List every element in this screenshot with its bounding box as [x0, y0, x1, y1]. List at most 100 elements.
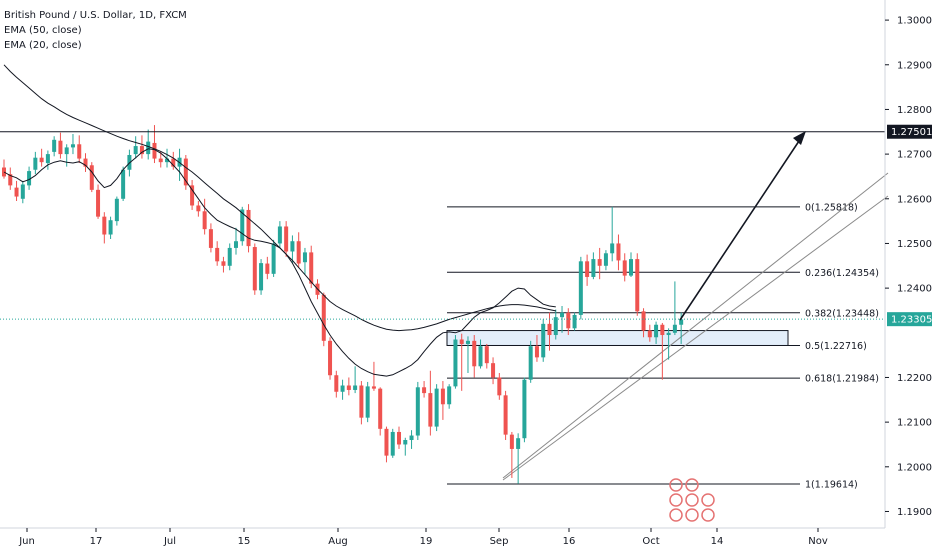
candle[interactable] — [202, 198, 207, 235]
candle[interactable] — [133, 136, 138, 159]
candle[interactable] — [196, 201, 201, 217]
candle[interactable] — [340, 379, 345, 400]
candle[interactable] — [472, 335, 477, 378]
candle[interactable] — [528, 340, 533, 383]
candle[interactable] — [578, 256, 583, 320]
candle[interactable] — [177, 148, 182, 181]
candle[interactable] — [647, 324, 652, 342]
candle[interactable] — [541, 319, 546, 362]
projection-arrow[interactable] — [679, 134, 804, 321]
candle[interactable] — [309, 245, 314, 289]
candle[interactable] — [321, 292, 326, 347]
candle[interactable] — [33, 151, 38, 175]
candle[interactable] — [434, 384, 439, 432]
candle[interactable] — [284, 221, 289, 257]
candle[interactable] — [629, 252, 633, 277]
candle[interactable] — [384, 426, 389, 463]
candle[interactable] — [478, 339, 483, 369]
support-zone[interactable] — [446, 330, 789, 346]
candle[interactable] — [259, 259, 264, 295]
candle[interactable] — [672, 281, 677, 336]
candle[interactable] — [522, 377, 527, 443]
candle[interactable] — [89, 162, 94, 193]
candle[interactable] — [158, 151, 163, 168]
candle[interactable] — [70, 134, 75, 155]
candle[interactable] — [328, 337, 333, 380]
candle[interactable] — [346, 377, 351, 396]
candle[interactable] — [221, 256, 226, 273]
candle[interactable] — [666, 328, 671, 360]
candle[interactable] — [397, 426, 402, 449]
candle[interactable] — [371, 361, 376, 391]
candle[interactable] — [428, 370, 433, 436]
candle[interactable] — [491, 357, 496, 385]
candle[interactable] — [171, 151, 176, 170]
candle[interactable] — [208, 223, 213, 253]
channel-upper-line[interactable] — [502, 172, 889, 479]
candle[interactable] — [353, 366, 358, 394]
candle[interactable] — [45, 150, 50, 170]
candle[interactable] — [14, 180, 19, 202]
candle[interactable] — [534, 335, 539, 362]
candle[interactable] — [334, 370, 339, 398]
candle[interactable] — [516, 433, 521, 484]
candle[interactable] — [422, 381, 427, 398]
candle[interactable] — [641, 308, 646, 338]
candle[interactable] — [77, 135, 82, 164]
candle[interactable] — [390, 428, 395, 458]
candle[interactable] — [635, 253, 640, 316]
candle[interactable] — [359, 381, 364, 425]
candle[interactable] — [660, 322, 665, 380]
candle[interactable] — [566, 308, 571, 336]
candle[interactable] — [378, 387, 383, 436]
candle[interactable] — [302, 247, 307, 275]
candle[interactable] — [146, 129, 151, 160]
candle[interactable] — [447, 384, 452, 409]
candle[interactable] — [227, 243, 232, 271]
candle[interactable] — [215, 241, 220, 266]
candle[interactable] — [252, 243, 257, 295]
candle[interactable] — [597, 247, 602, 280]
candle[interactable] — [277, 221, 282, 248]
candle[interactable] — [585, 254, 590, 286]
candle[interactable] — [440, 381, 445, 420]
candle[interactable] — [591, 252, 596, 280]
candle[interactable] — [190, 180, 195, 210]
candle[interactable] — [121, 166, 126, 202]
time-axis[interactable]: Jun 17 Jul 15 Aug 19 Sep 16 Oct 14 Nov — [18, 528, 828, 547]
candle[interactable] — [2, 159, 6, 179]
candle[interactable] — [83, 153, 88, 172]
candle[interactable] — [102, 212, 107, 244]
candle[interactable] — [96, 184, 101, 219]
candle[interactable] — [415, 381, 420, 440]
candle[interactable] — [265, 256, 270, 280]
candle[interactable] — [409, 430, 414, 449]
channel-lower-line[interactable] — [502, 195, 889, 481]
candle[interactable] — [114, 196, 119, 226]
candle[interactable] — [27, 166, 32, 190]
candle[interactable] — [616, 234, 621, 271]
candle[interactable] — [553, 309, 558, 340]
candle[interactable] — [296, 232, 301, 269]
candle[interactable] — [603, 250, 608, 271]
price-axis[interactable]: 1.30000 1.29000 1.28000 1.27000 1.26000 1.250… — [885, 16, 932, 518]
candle[interactable] — [484, 343, 489, 369]
candle[interactable] — [622, 253, 627, 282]
candle[interactable] — [233, 227, 238, 255]
candle[interactable] — [572, 312, 577, 331]
candle[interactable] — [152, 125, 157, 164]
candle[interactable] — [271, 239, 276, 277]
candle[interactable] — [39, 148, 44, 167]
candle[interactable] — [459, 333, 464, 391]
candle[interactable] — [52, 136, 57, 157]
candle[interactable] — [20, 180, 25, 204]
candle[interactable] — [465, 336, 470, 373]
candle[interactable] — [64, 144, 69, 167]
candle[interactable] — [290, 235, 295, 264]
candle[interactable] — [509, 431, 514, 478]
candle[interactable] — [108, 216, 113, 239]
candle[interactable] — [503, 390, 508, 440]
candle[interactable] — [58, 132, 63, 159]
candle[interactable] — [453, 335, 458, 389]
